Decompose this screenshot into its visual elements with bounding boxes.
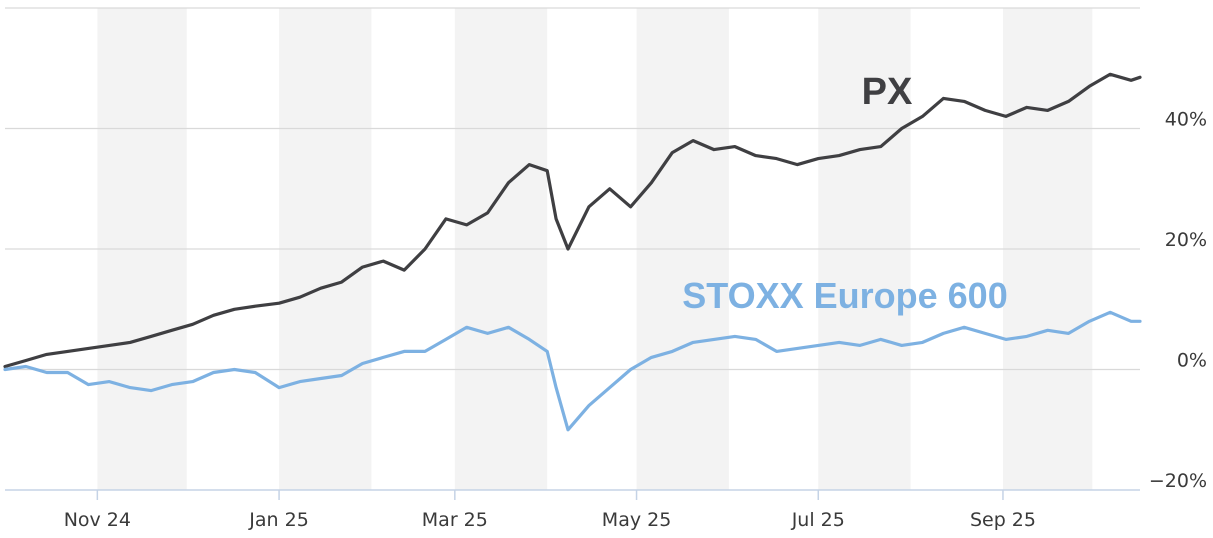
series-line-px	[3, 72, 1142, 369]
series-lines	[3, 72, 1142, 432]
x-axis: Nov 24 Jan 25 Mar 25 May 25 Jul 25 Sep 25	[5, 489, 1140, 531]
series-label-px: PX	[862, 71, 913, 113]
x-tick-label: Nov 24	[64, 509, 131, 531]
y-tick-label: 20%	[1165, 229, 1207, 251]
y-tick-label: 40%	[1165, 109, 1207, 131]
series-label-stoxx: STOXX Europe 600	[682, 275, 1007, 316]
x-tick-label: Sep 25	[970, 509, 1036, 531]
y-tick-label: 0%	[1177, 350, 1207, 372]
x-tick-label: Jan 25	[248, 509, 309, 531]
y-tick-label: −20%	[1149, 470, 1207, 492]
x-tick-label: May 25	[602, 509, 672, 531]
y-axis: 40% 20% 0% −20%	[1149, 109, 1207, 493]
series-line-stoxx	[3, 310, 1142, 432]
x-tick-label: Jul 25	[791, 509, 845, 531]
x-tick-label: Mar 25	[422, 509, 488, 531]
y-gridlines	[5, 7, 1140, 371]
